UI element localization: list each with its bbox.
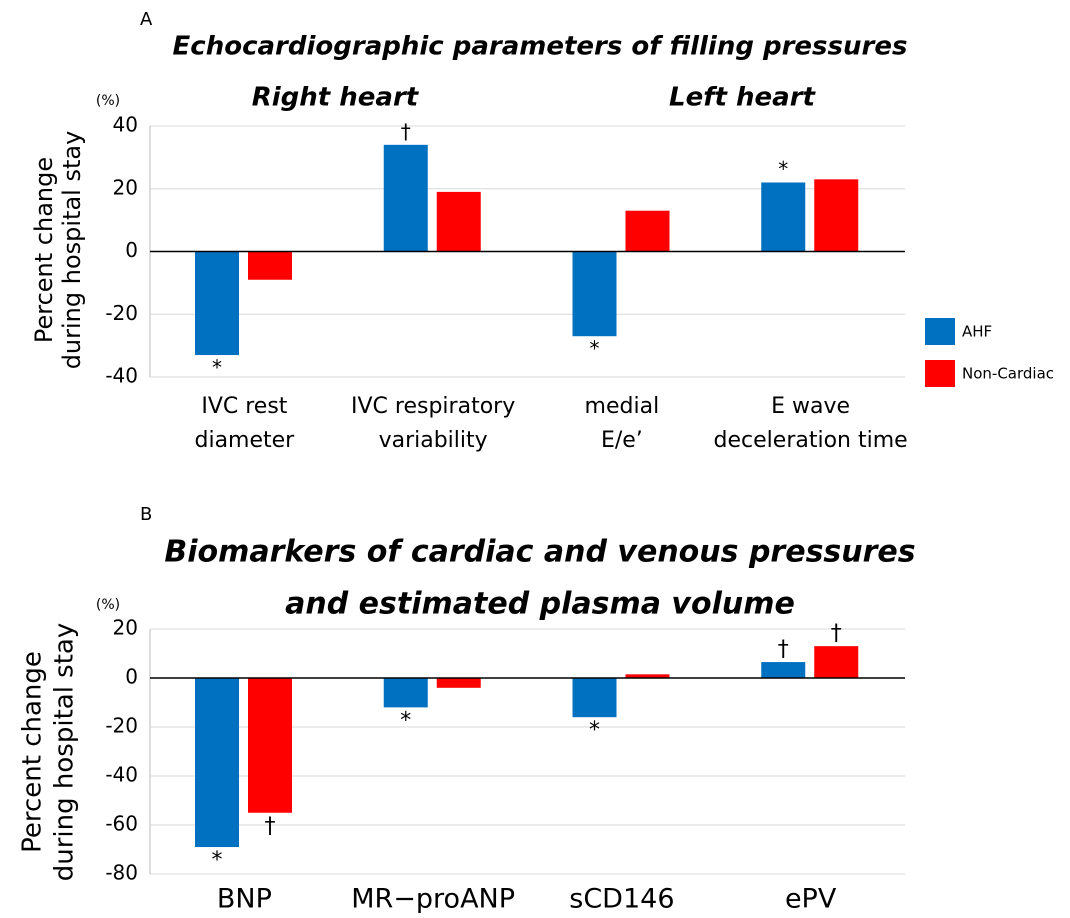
bar: [248, 678, 292, 813]
significance-marker: †: [831, 621, 842, 646]
significance-marker: †: [778, 637, 789, 662]
bar: [761, 662, 806, 678]
x-tick-label: E/e’: [601, 428, 643, 453]
bar: [625, 674, 670, 678]
y-tick-label: -20: [105, 301, 138, 325]
significance-marker: †: [401, 119, 411, 143]
x-tick-label: IVC respiratory: [351, 394, 515, 419]
y-tick-label: 40: [113, 113, 138, 137]
x-tick-label: variability: [379, 428, 488, 453]
bar: [814, 179, 859, 252]
significance-marker: †: [265, 814, 276, 839]
chart-title: Biomarkers of cardiac and venous pressur…: [164, 535, 915, 570]
significance-marker: *: [212, 356, 222, 380]
bar: [383, 144, 428, 252]
y-tick-label: 20: [113, 175, 138, 199]
x-tick-label: sCD146: [569, 884, 674, 915]
significance-marker: *: [212, 848, 223, 873]
y-axis-label: Percent change: [18, 651, 48, 853]
bar: [195, 678, 239, 848]
bar: [195, 251, 239, 356]
y-tick-label: 20: [113, 616, 138, 640]
y-tick-label: -40: [105, 364, 138, 388]
x-tick-label: ePV: [785, 884, 837, 915]
group-label: Right heart: [252, 83, 420, 113]
bar: [383, 678, 428, 708]
y-tick-label: -60: [105, 812, 138, 836]
y-tick-label: -40: [105, 763, 138, 787]
legend-label: Non-Cardiac: [962, 365, 1054, 383]
bar: [572, 678, 617, 718]
y-unit: (%): [96, 597, 120, 613]
panel-label: A: [140, 9, 153, 30]
significance-marker: *: [400, 708, 411, 733]
x-tick-label: E wave: [771, 394, 850, 419]
legend-label: AHF: [962, 323, 992, 341]
bar: [436, 678, 481, 688]
bar: [814, 646, 859, 678]
group-label: Left heart: [669, 83, 817, 113]
bar: [436, 191, 481, 252]
significance-marker: *: [589, 718, 600, 743]
legend-swatch: [925, 318, 955, 345]
chart-title: Echocardiographic parameters of filling …: [173, 32, 908, 62]
y-unit: (%): [96, 93, 120, 109]
y-axis-label: during hospital stay: [50, 623, 80, 881]
y-axis-label: Percent change: [30, 157, 58, 343]
bar: [248, 251, 292, 280]
bar: [761, 182, 806, 252]
y-axis-label: during hospital stay: [58, 131, 86, 370]
x-tick-label: deceleration time: [714, 428, 908, 453]
x-tick-label: MR−proANP: [351, 884, 515, 915]
x-tick-label: medial: [585, 394, 660, 419]
y-tick-label: -20: [105, 714, 138, 738]
x-tick-label: BNP: [217, 884, 272, 915]
bar: [572, 251, 617, 337]
y-tick-label: 0: [125, 665, 138, 689]
bar: [625, 210, 670, 252]
y-tick-label: 0: [125, 238, 138, 262]
panel-label: B: [140, 504, 152, 525]
y-tick-label: -80: [105, 861, 138, 885]
x-tick-label: IVC rest: [201, 394, 287, 419]
significance-marker: *: [590, 337, 600, 361]
x-tick-label: diameter: [195, 428, 296, 453]
legend-swatch: [925, 360, 955, 387]
chart-title: and estimated plasma volume: [285, 587, 795, 622]
significance-marker: *: [778, 157, 788, 181]
